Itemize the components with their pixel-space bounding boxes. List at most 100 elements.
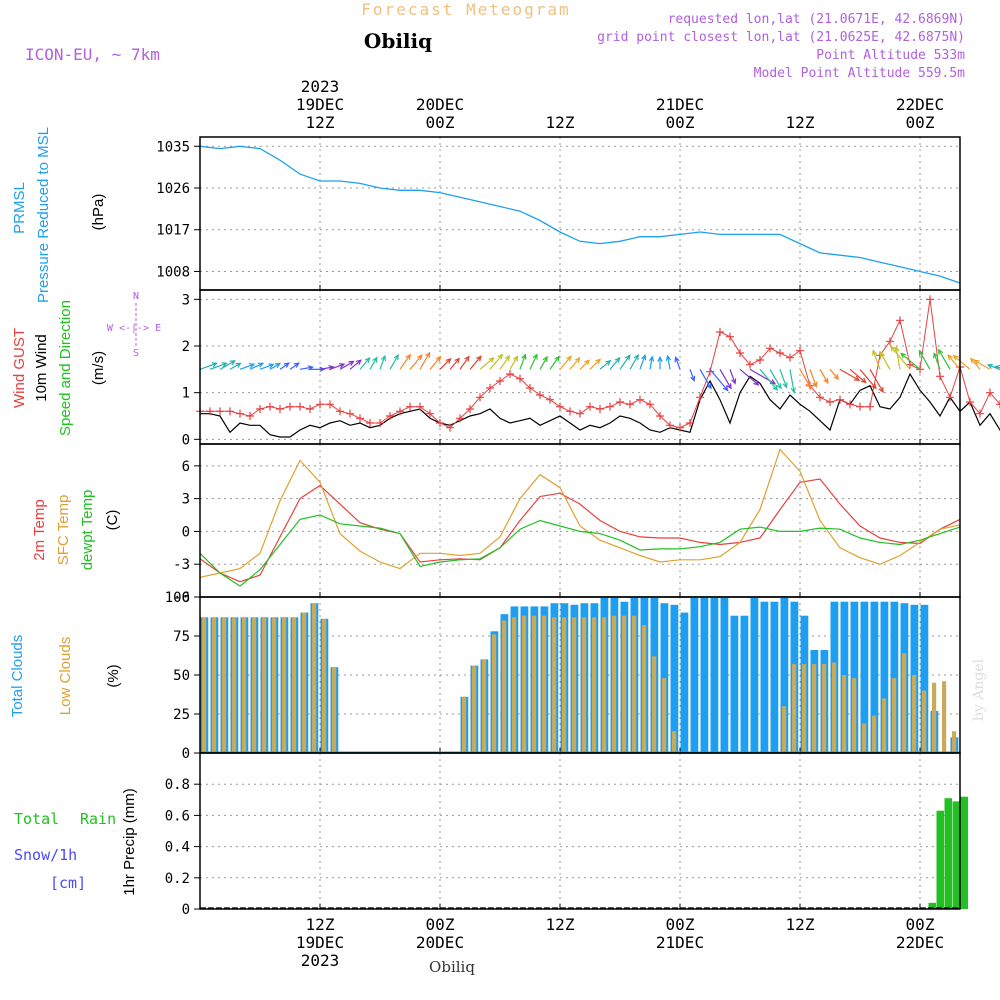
wind-gust-marker (906, 360, 914, 369)
pressure-ytick-label: 1035 (156, 139, 190, 155)
wind-arrow-head (454, 357, 460, 364)
wind-gust-marker (646, 400, 654, 409)
total-cloud-bar (740, 615, 749, 753)
wind-arrow-head (753, 379, 760, 386)
low-cloud-bar (812, 664, 817, 753)
low-cloud-bar (552, 617, 557, 753)
sfc-temp-line (199, 448, 961, 578)
low-cloud-bar (662, 678, 667, 753)
low-cloud-bar (912, 675, 917, 753)
temperature-frame (199, 443, 961, 598)
wind-arrow-head (879, 351, 885, 358)
dewpt-label: dewpt Temp (79, 490, 96, 571)
wind-direction-arrow (219, 360, 236, 370)
low-cloud-bar (472, 665, 477, 753)
low-cloud-bar (232, 617, 237, 753)
wind-gust-marker (766, 344, 774, 353)
temperature-ytick-label: 3 (182, 492, 190, 508)
cloud-unit-label: (%) (105, 664, 122, 687)
wind-arrow-head (435, 355, 442, 362)
precip-panel-labels: Total Rain Snow/1h [cm] 1hr Precip (mm) (14, 788, 138, 896)
top-time-year: 2023 (301, 77, 340, 96)
wind-direction-arrow (779, 369, 788, 388)
low-cloud-bar (842, 675, 847, 753)
wind-arrow-head (648, 355, 655, 362)
wind-direction-arrow (359, 357, 371, 370)
wind-gust-marker (826, 398, 834, 406)
bottom-time-hour: 00Z (426, 915, 455, 934)
wind-arrow-head (372, 356, 378, 363)
wind-direction-arrow (974, 359, 991, 370)
wind-direction-arrow (859, 368, 877, 389)
top-time-hour: 12Z (546, 113, 575, 132)
wind-gust-marker (946, 393, 954, 402)
wind-direction-arrow (649, 356, 653, 370)
wind-arrow-head (731, 378, 737, 385)
footer-location: Obiliq (429, 958, 475, 976)
wind-direction-arrow (319, 366, 334, 370)
rain-bar (936, 810, 944, 909)
low-cloud-bar (922, 690, 927, 753)
wind-direction-arrow (459, 356, 470, 370)
temp-panel-labels: 2m Temp SFC Temp dewpt Temp (C) (31, 490, 121, 571)
wind-direction-arrow (719, 369, 732, 389)
total-cloud-bar (850, 601, 859, 753)
wind-arrow-head (554, 355, 560, 362)
low-cloud-bar (322, 618, 327, 753)
wind-gust-marker (266, 402, 274, 411)
wind-direction-arrow (519, 354, 526, 370)
wind-direction-arrow (769, 369, 782, 389)
top-time-day: 20DEC (416, 95, 464, 114)
total-cloud-bar (670, 604, 679, 753)
low-cloud-bar (532, 615, 537, 753)
wind-gust-marker (416, 402, 424, 411)
temperature-ytick-label: 6 (182, 459, 190, 475)
wind-gust-marker (406, 402, 414, 411)
clouds-ytick-label: 75 (173, 629, 190, 645)
sfc-temp-label: SFC Temp (55, 495, 72, 566)
dewpt-line (199, 514, 961, 587)
wind-arrow-head (986, 363, 993, 369)
pressure-reduced-label: Pressure Reduced to MSL (35, 127, 52, 303)
low-cloud-bar (492, 634, 497, 753)
low-cloud-bar (312, 603, 317, 753)
wind-gust-marker (496, 377, 504, 385)
wind-direction-arrow (709, 368, 729, 391)
wind-gust-marker (746, 360, 754, 369)
wind-arrow-head (674, 356, 680, 363)
wind-gust-marker (896, 316, 904, 325)
wind-direction-arrow (789, 369, 795, 393)
wind-arrow-head (497, 353, 504, 360)
wind-direction-arrow (209, 362, 227, 370)
wind-gust-marker (326, 400, 334, 409)
wind-direction-arrow (529, 354, 538, 370)
wind-direction-arrow (953, 355, 971, 370)
wind-gust-marker (226, 407, 234, 416)
top-time-day: 21DEC (656, 95, 704, 114)
wind-arrow-head (633, 354, 639, 361)
wind-direction-arrow (879, 352, 891, 370)
wind-direction-arrow (369, 357, 378, 370)
wind-direction-arrow (509, 356, 518, 370)
wind-speed-line (200, 372, 1000, 438)
wind-arrow-head (221, 362, 228, 368)
wind-arrow-head (355, 359, 362, 366)
wind-arrow-head (937, 348, 944, 355)
low-cloud-bar (302, 612, 307, 753)
wind-gust-marker (816, 393, 824, 402)
wind-direction-arrow (849, 368, 867, 383)
low-cloud-bar (872, 715, 877, 753)
wind-direction-arrow (489, 354, 503, 370)
compass-we: W <-|-> E (107, 323, 161, 334)
wind-direction-arrow (589, 358, 601, 370)
wind-arrow-head (722, 385, 729, 392)
wind-direction-arrow (799, 369, 811, 388)
rain-bar (960, 796, 968, 909)
total-cloud-bar (770, 601, 779, 753)
wind-arrow-head (417, 354, 423, 361)
wind-arrow-head (584, 359, 591, 366)
low-cloud-bar (932, 682, 937, 753)
wind-ytick-label: 1 (182, 386, 190, 402)
wind-gust-marker (336, 407, 344, 416)
low-cloud-bar (642, 625, 647, 753)
